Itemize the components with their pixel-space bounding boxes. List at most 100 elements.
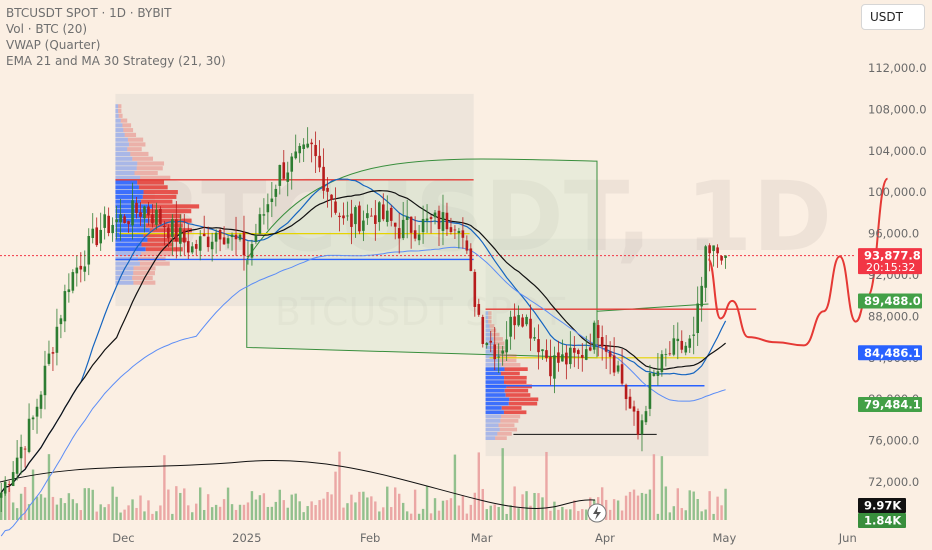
candle-body [592, 322, 596, 350]
candle-body [214, 232, 218, 242]
profile-up-bar [115, 223, 146, 228]
legend-vol: Vol · BTC (20) [6, 22, 88, 36]
profile-up-bar [115, 185, 139, 190]
profile-up-bar [485, 341, 495, 346]
profile-down-bar [505, 393, 531, 397]
candle-body [83, 266, 87, 272]
candle-body [366, 213, 369, 219]
volume-bar [573, 500, 576, 520]
profile-down-bar [501, 414, 521, 419]
volume-bar [7, 487, 11, 520]
volume-bar [628, 491, 632, 520]
volume-bar [684, 510, 687, 520]
candle-body [716, 247, 719, 254]
volume-bar [561, 506, 564, 520]
volume-bar [382, 507, 385, 520]
volume-bar [326, 491, 329, 520]
volume-bar [712, 513, 715, 520]
candle-body [139, 212, 142, 217]
candle-body [330, 194, 333, 200]
volume-bar [461, 495, 465, 520]
candle-body [250, 244, 254, 258]
candle-body [294, 151, 298, 159]
volume-bar [334, 471, 337, 520]
candle-body [437, 210, 441, 230]
candle-body [588, 347, 592, 351]
volume-bar [322, 498, 325, 520]
candle-body [505, 339, 508, 353]
candle-body [612, 355, 616, 373]
profile-down-bar [504, 375, 527, 380]
volume-bar [195, 503, 198, 520]
profile-down-bar [143, 232, 178, 238]
volume-bar [465, 513, 469, 520]
candle-body [103, 214, 106, 228]
candle-body [616, 365, 620, 372]
volume-bar [612, 499, 616, 520]
profile-up-bar [115, 190, 144, 195]
profile-up-bar [485, 401, 509, 406]
candle-body [107, 215, 110, 234]
candle-body [580, 354, 584, 358]
price-badge-countdown: 20:15:32 [866, 261, 915, 274]
volume-bar [11, 502, 15, 520]
profile-down-bar [145, 247, 183, 252]
profile-down-bar [497, 431, 512, 436]
candle-body [557, 352, 560, 363]
profile-up-bar [485, 362, 502, 367]
volume-bar [167, 489, 170, 520]
volume-ma-line [0, 460, 596, 509]
candle-body [517, 315, 520, 326]
volume-bar [553, 501, 556, 520]
volume-bar [63, 503, 67, 520]
volume-bar [624, 495, 628, 520]
profile-down-bar [118, 104, 122, 109]
profile-down-bar [142, 194, 177, 199]
candle-body [620, 364, 624, 384]
profile-up-bar [115, 151, 131, 157]
profile-up-bar [115, 166, 137, 171]
candle-body [429, 217, 433, 219]
volume-bar [107, 504, 110, 520]
volume-bar [636, 495, 640, 520]
candle-body [186, 241, 190, 253]
candle-body [636, 410, 640, 435]
candle-body [123, 216, 126, 224]
candle-body [338, 215, 341, 218]
candle-body [509, 316, 512, 337]
volume-bar [242, 504, 246, 520]
volume-bar [199, 487, 202, 520]
profile-down-bar [141, 242, 174, 247]
profile-down-bar [488, 311, 492, 315]
volume-bars [0, 448, 727, 520]
candle-body [87, 236, 91, 265]
volume-bar [79, 510, 82, 520]
volume-bar [262, 493, 266, 520]
profile-down-bar [118, 108, 122, 114]
candle-body [608, 351, 612, 357]
profile-up-bar [485, 337, 494, 341]
profile-up-bar [115, 137, 128, 142]
volume-bar [310, 501, 313, 520]
volume-badge-label: 1.84K [864, 514, 902, 528]
candle-body [190, 246, 194, 253]
candle-body [254, 235, 258, 242]
candle-body [648, 372, 652, 409]
currency-button[interactable]: USDT [861, 4, 925, 30]
volume-bar [226, 487, 230, 520]
volume-bar [294, 493, 297, 520]
profile-down-bar [128, 142, 146, 147]
volume-bar [31, 469, 35, 520]
ma-30-line [0, 189, 726, 493]
snapshot-button[interactable] [587, 503, 607, 523]
candle-body [163, 225, 166, 228]
candle-body [720, 256, 723, 261]
profile-up-bar [485, 371, 501, 376]
candle-body [704, 246, 707, 288]
time-axis: Dec2025FebMarAprMayJunJul [112, 531, 856, 545]
volume-bar [151, 513, 154, 520]
profile-down-bar [503, 380, 527, 384]
volume-bar [338, 451, 341, 520]
volume-bar [35, 496, 39, 520]
candle-body [469, 248, 473, 271]
